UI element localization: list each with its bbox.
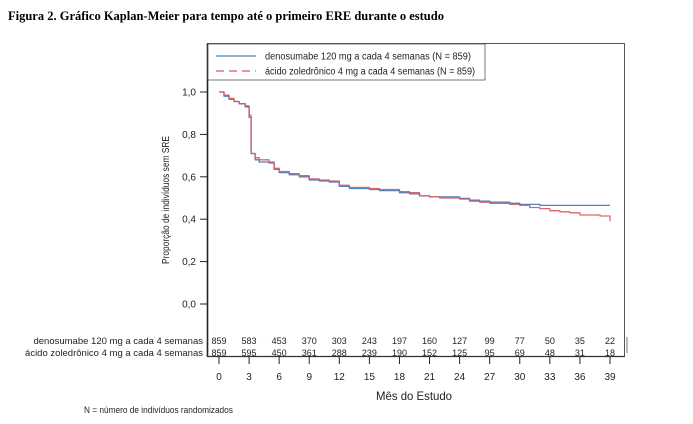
risk-value: 243 — [362, 336, 377, 346]
risk-value: 239 — [362, 348, 377, 358]
risk-value: 125 — [452, 348, 467, 358]
risk-value: 152 — [422, 348, 437, 358]
risk-value: 450 — [272, 348, 287, 358]
risk-value: 99 — [485, 336, 495, 346]
series-line-denosumabe — [219, 91, 610, 207]
risk-value: 48 — [545, 348, 555, 358]
x-tick-label: 18 — [394, 372, 406, 383]
risk-value: 69 — [515, 348, 525, 358]
y-axis-label: Proporção de indivíduos sem SRE — [161, 136, 172, 264]
series-line-zoledronico — [219, 91, 611, 222]
risk-value: 127 — [452, 336, 467, 346]
legend-label-denosumabe: denosumabe 120 mg a cada 4 semanas (N = … — [265, 52, 471, 63]
x-tick-label: 12 — [334, 372, 346, 383]
risk-value: 583 — [242, 336, 257, 346]
risk-value: 595 — [242, 348, 257, 358]
risk-value: 160 — [422, 336, 437, 346]
risk-value: 453 — [272, 336, 287, 346]
x-axis-label: Mês do Estudo — [376, 389, 452, 403]
x-tick-label: 36 — [574, 372, 586, 383]
risk-value: 288 — [332, 348, 347, 358]
risk-row-label: ácido zoledrônico 4 mg a cada 4 semanas — [25, 348, 203, 359]
footnote: N = número de indivíduos randomizados — [84, 405, 233, 415]
risk-value: 18 — [605, 348, 615, 358]
risk-value: 31 — [575, 348, 585, 358]
y-tick-label: 0,6 — [182, 172, 196, 183]
legend: denosumabe 120 mg a cada 4 semanas (N = … — [207, 43, 486, 81]
x-tick-label: 24 — [454, 372, 466, 383]
x-tick-label: 0 — [216, 372, 222, 383]
y-tick-label: 0,8 — [182, 130, 196, 141]
x-tick-label: 27 — [484, 372, 496, 383]
risk-value: 95 — [485, 348, 495, 358]
risk-row-label: denosumabe 120 mg a cada 4 semanas — [33, 336, 203, 347]
x-tick-label: 30 — [514, 372, 526, 383]
risk-value: 859 — [211, 336, 226, 346]
risk-value: 197 — [392, 336, 407, 346]
y-tick-label: 0,2 — [182, 257, 196, 268]
y-tick-label: 1,0 — [182, 88, 196, 99]
edge-mark — [626, 337, 628, 353]
legend-label-zoledronico: ácido zoledrônico 4 mg a cada 4 semanas … — [265, 67, 475, 78]
x-tick-label: 39 — [604, 372, 616, 383]
x-tick-label: 3 — [246, 372, 252, 383]
x-tick-label: 33 — [544, 372, 556, 383]
legend-box — [207, 43, 486, 81]
risk-value: 859 — [211, 348, 226, 358]
x-tick-label: 15 — [364, 372, 376, 383]
risk-value: 22 — [605, 336, 615, 346]
risk-value: 77 — [515, 336, 525, 346]
risk-value: 35 — [575, 336, 585, 346]
x-tick-label: 21 — [424, 372, 436, 383]
risk-value: 303 — [332, 336, 347, 346]
y-tick-label: 0,0 — [182, 300, 196, 311]
x-tick-label: 6 — [276, 372, 282, 383]
risk-value: 361 — [302, 348, 317, 358]
risk-value: 370 — [302, 336, 317, 346]
x-tick-label: 9 — [306, 372, 312, 383]
risk-value: 190 — [392, 348, 407, 358]
figure-title: Figura 2. Gráfico Kaplan-Meier para temp… — [8, 9, 444, 23]
risk-value: 50 — [545, 336, 555, 346]
plot-frame — [207, 43, 625, 357]
y-tick-label: 0,4 — [182, 215, 196, 226]
